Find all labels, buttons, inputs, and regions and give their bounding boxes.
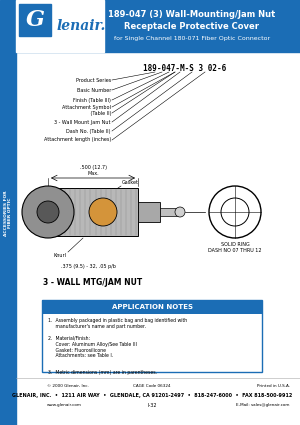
- Bar: [0, 0, 16, 425]
- Text: .500 (12.7)
Max.: .500 (12.7) Max.: [80, 165, 106, 176]
- Text: CAGE Code 06324: CAGE Code 06324: [133, 384, 171, 388]
- Text: SOLID RING
DASH NO 07 THRU 12: SOLID RING DASH NO 07 THRU 12: [208, 242, 262, 253]
- Bar: [16, 0, 300, 52]
- Circle shape: [175, 207, 185, 217]
- Bar: [19, 4, 51, 36]
- Circle shape: [37, 201, 59, 223]
- Text: Finish (Table III): Finish (Table III): [73, 97, 111, 102]
- Circle shape: [22, 186, 74, 238]
- Text: © 2000 Glenair, Inc.: © 2000 Glenair, Inc.: [47, 384, 89, 388]
- Text: G: G: [26, 9, 44, 31]
- Text: 189-047 (3) Wall-Mounting/Jam Nut: 189-047 (3) Wall-Mounting/Jam Nut: [108, 9, 276, 19]
- Text: I-32: I-32: [147, 403, 157, 408]
- Text: (Table II): (Table II): [85, 110, 111, 116]
- Bar: [42, 300, 262, 314]
- Bar: [16, 0, 104, 52]
- Text: www.glenair.com: www.glenair.com: [47, 403, 82, 407]
- Text: Product Series: Product Series: [76, 77, 111, 82]
- Bar: [160, 208, 180, 216]
- Text: Basic Number: Basic Number: [76, 88, 111, 93]
- Text: 3 - Wall Mount Jam Nut: 3 - Wall Mount Jam Nut: [55, 119, 111, 125]
- Bar: [42, 300, 262, 372]
- Text: E-Mail: sales@glenair.com: E-Mail: sales@glenair.com: [236, 403, 290, 407]
- Circle shape: [89, 198, 117, 226]
- Text: 3 - WALL MTG/JAM NUT: 3 - WALL MTG/JAM NUT: [43, 278, 142, 287]
- Text: Gasket: Gasket: [122, 180, 139, 185]
- Text: .375 (9.5) - 32, .05 p/b: .375 (9.5) - 32, .05 p/b: [61, 264, 116, 269]
- Bar: [138, 202, 160, 222]
- Text: Attachment length (inches): Attachment length (inches): [44, 138, 111, 142]
- Bar: [48, 188, 138, 236]
- Text: Receptacle Protective Cover: Receptacle Protective Cover: [124, 22, 260, 31]
- Text: for Single Channel 180-071 Fiber Optic Connector: for Single Channel 180-071 Fiber Optic C…: [114, 36, 270, 40]
- Text: GLENAIR, INC.  •  1211 AIR WAY  •  GLENDALE, CA 91201-2497  •  818-247-6000  •  : GLENAIR, INC. • 1211 AIR WAY • GLENDALE,…: [12, 393, 292, 398]
- Text: Attachment Symbol: Attachment Symbol: [62, 105, 111, 110]
- Text: 1.  Assembly packaged in plastic bag and bag identified with
     manufacturer's: 1. Assembly packaged in plastic bag and …: [48, 318, 187, 329]
- Text: Printed in U.S.A.: Printed in U.S.A.: [257, 384, 290, 388]
- Text: APPLICATION NOTES: APPLICATION NOTES: [112, 304, 193, 310]
- Text: Knurl: Knurl: [54, 253, 67, 258]
- Text: 189-047-M-S 3 02-6: 189-047-M-S 3 02-6: [143, 63, 226, 73]
- Text: Dash No. (Table II): Dash No. (Table II): [67, 128, 111, 133]
- Text: ACCESSORIES FOR
FIBER OPTIC: ACCESSORIES FOR FIBER OPTIC: [4, 190, 12, 236]
- Text: 2.  Material/Finish:
     Cover: Aluminum Alloy/See Table III
     Gasket: Fluor: 2. Material/Finish: Cover: Aluminum Allo…: [48, 336, 137, 358]
- Text: 3.  Metric dimensions (mm) are in parentheses.: 3. Metric dimensions (mm) are in parenth…: [48, 370, 157, 375]
- Text: lenair.: lenair.: [57, 19, 106, 33]
